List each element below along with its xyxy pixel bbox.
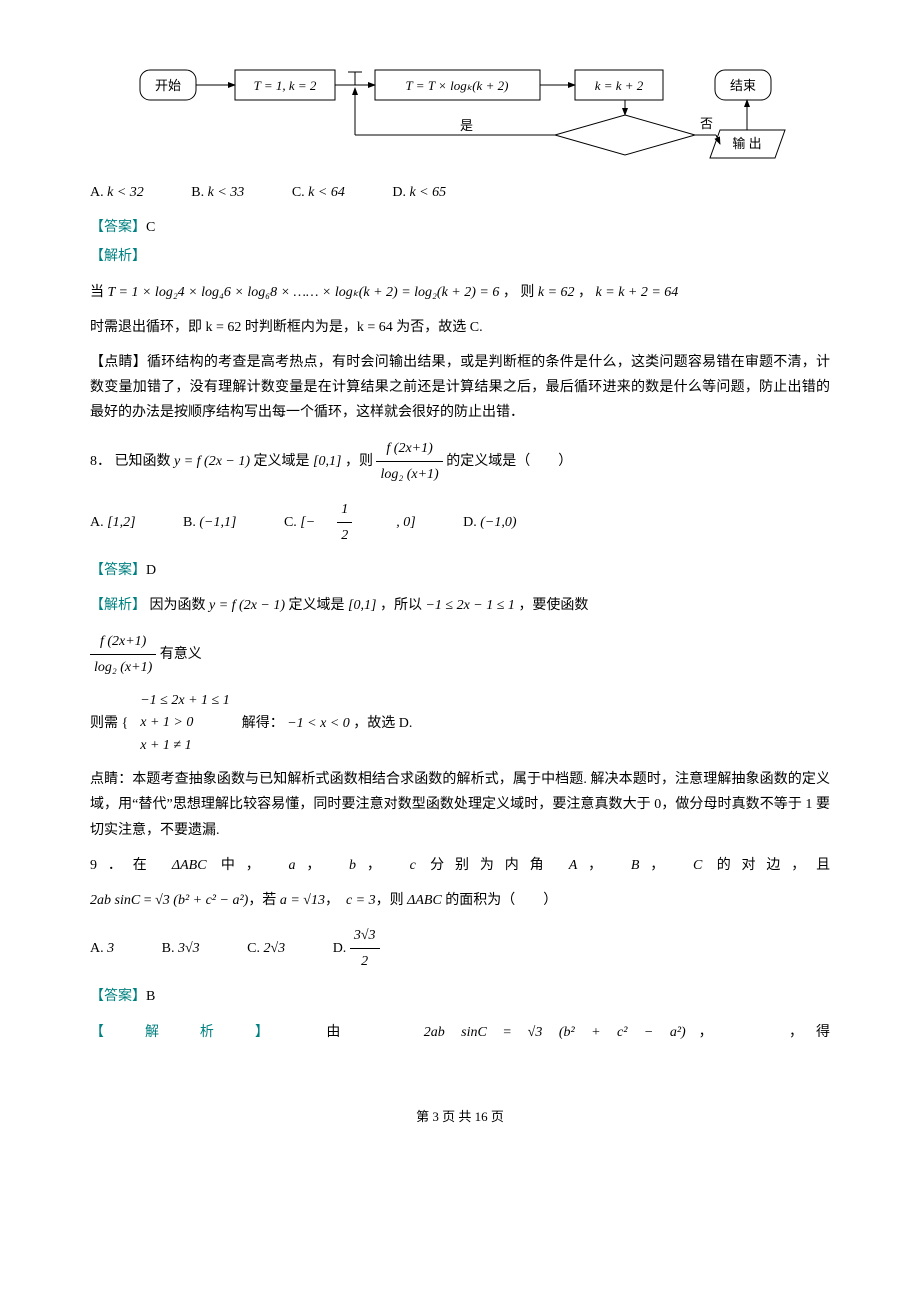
q7-options: A. k < 32 B. k < 33 C. k < 64 D. k < 65 bbox=[90, 180, 830, 205]
q8-option-c: C. [−12, 0] bbox=[284, 515, 438, 530]
q7-comment: 【点睛】循环结构的考查是高考热点，有时会问输出结果，或是判断框的条件是什么，这类… bbox=[90, 350, 830, 426]
q9-answer: B bbox=[146, 989, 155, 1004]
q8-options: A. [1,2] B. (−1,1] C. [−12, 0] D. (−1,0) bbox=[90, 497, 830, 548]
q7-analysis-1: 当 T = 1 × log₂4 × log₄6 × log₆8 × …… × l… bbox=[90, 280, 830, 305]
answer-label: 【答案】 bbox=[90, 563, 146, 578]
q8-answer-line: 【答案】D bbox=[90, 558, 830, 583]
node-output-label: 输 出 bbox=[732, 136, 761, 151]
q7-analysis-label-line: 【解析】 bbox=[90, 244, 830, 269]
q8-frac-line: f (2x+1) log₂ (x+1) 有意义 bbox=[90, 629, 830, 680]
q8-option-d: D. (−1,0) bbox=[463, 515, 538, 530]
node-update-label: T = T × logₖ(k + 2) bbox=[406, 78, 509, 93]
q7-answer: C bbox=[146, 220, 155, 235]
q7-option-a: A. k < 32 bbox=[90, 185, 166, 200]
analysis-label: 【解析】 bbox=[90, 1025, 310, 1040]
q7-option-b: B. k < 33 bbox=[191, 185, 266, 200]
q8-stem: 8． 已知函数 y = f (2x − 1) 定义域是 [0,1] ，则 f (… bbox=[90, 436, 830, 487]
answer-label: 【答案】 bbox=[90, 220, 146, 235]
edge-no-label: 否 bbox=[700, 116, 713, 131]
q7-option-c: C. k < 64 bbox=[292, 185, 367, 200]
answer-label: 【答案】 bbox=[90, 989, 146, 1004]
q9-stem-line2: 2ab sinC = √3 (b² + c² − a²)，若 a = √13， … bbox=[90, 888, 830, 913]
q8-system: 则需 { −1 ≤ 2x + 1 ≤ 1 x + 1 > 0 x + 1 ≠ 1… bbox=[90, 690, 830, 757]
analysis-label: 【解析】 bbox=[90, 249, 146, 264]
q7-option-d: D. k < 65 bbox=[392, 185, 468, 200]
q8-option-b: B. (−1,1] bbox=[183, 515, 258, 530]
q8-comment: 点睛：本题考查抽象函数与已知解析式函数相结合求函数的解析式，属于中档题. 解决本… bbox=[90, 767, 830, 843]
q8-frac2: f (2x+1) log₂ (x+1) bbox=[90, 629, 156, 680]
q8-answer: D bbox=[146, 563, 156, 578]
q8-option-a: A. [1,2] bbox=[90, 515, 158, 530]
node-end-label: 结束 bbox=[730, 78, 756, 93]
q8-frac: f (2x+1) log₂ (x+1) bbox=[376, 436, 442, 487]
q9-option-c: C. 2√3 bbox=[247, 941, 307, 956]
q9-option-b: B. 3√3 bbox=[162, 941, 222, 956]
node-inc-label: k = k + 2 bbox=[595, 78, 644, 93]
edge-yes-label: 是 bbox=[460, 118, 473, 133]
q8-analysis-1: 【解析】 因为函数 y = f (2x − 1) 定义域是 [0,1] ，所以 … bbox=[90, 593, 830, 618]
q7-answer-line: 【答案】C bbox=[90, 215, 830, 240]
comment-label: 【点睛】 bbox=[90, 355, 147, 370]
node-start-label: 开始 bbox=[155, 78, 181, 93]
q7-analysis-2: 时需退出循环，即 k = 62 时判断框内为是，k = 64 为否，故选 C. bbox=[90, 315, 830, 340]
q9-analysis-line: 【解析】 由 2ab sinC = √3 (b² + c² − a²)， ，得 bbox=[90, 1020, 830, 1045]
page-footer: 第 3 页 共 16 页 bbox=[90, 1105, 830, 1128]
q9-option-a: A. 3 bbox=[90, 941, 136, 956]
q9-answer-line: 【答案】B bbox=[90, 984, 830, 1009]
q9-options: A. 3 B. 3√3 C. 2√3 D. 3√32 bbox=[90, 923, 830, 974]
flowchart-svg: 开始 T = 1, k = 2 T = T × logₖ(k + 2) k = … bbox=[120, 60, 800, 170]
q9-stem-line1: 9．在 ΔABC 中， a， b， c 分别为内角 A， B， C 的对边，且 bbox=[90, 853, 830, 878]
q9-option-d: D. 3√32 bbox=[333, 941, 424, 956]
node-init-label: T = 1, k = 2 bbox=[254, 78, 317, 93]
flowchart-figure: 开始 T = 1, k = 2 T = T × logₖ(k + 2) k = … bbox=[90, 60, 830, 170]
analysis-label: 【解析】 bbox=[90, 598, 146, 613]
